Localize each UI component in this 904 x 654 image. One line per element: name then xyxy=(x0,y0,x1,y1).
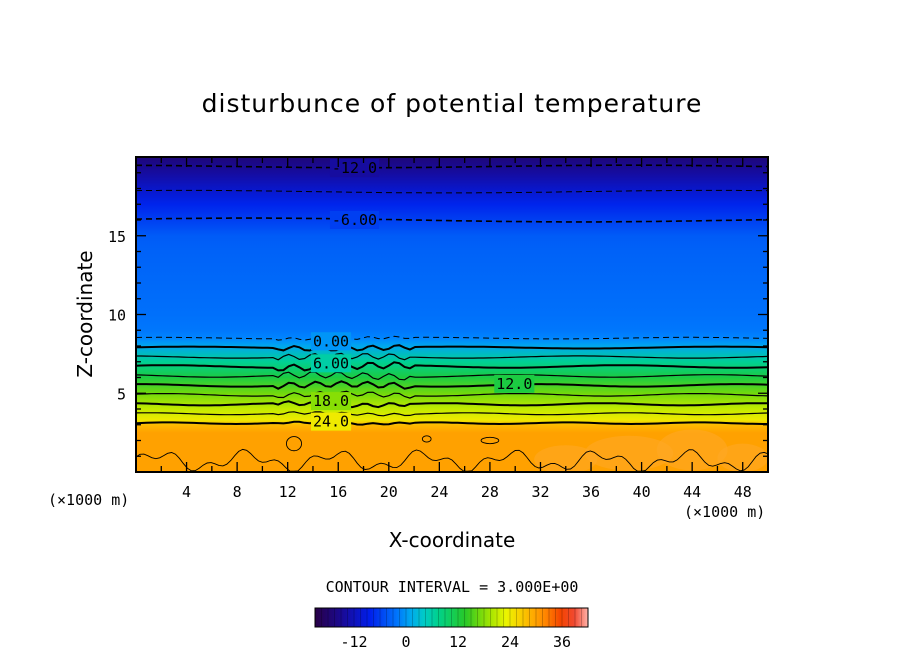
y-tick-label: 15 xyxy=(108,228,126,246)
contour-line-negative xyxy=(136,189,768,194)
contour-line xyxy=(136,352,768,361)
contour-label: 0.00 xyxy=(313,332,349,350)
y-unit-label: (×1000 m) xyxy=(48,491,129,509)
contour-line xyxy=(136,420,768,426)
warm-anomaly-patch xyxy=(534,445,598,472)
contour-label: -12.0 xyxy=(332,159,377,177)
warm-anomaly-patch xyxy=(584,435,674,471)
contour-closed-loop xyxy=(421,435,432,443)
colorbar-tick-label: 36 xyxy=(553,633,571,651)
x-tick-label: 28 xyxy=(481,483,499,501)
y-tick-label: 5 xyxy=(117,385,126,403)
contour-label-background xyxy=(329,211,380,229)
x-tick-label: 4 xyxy=(182,483,191,501)
colorbar-ticks: -12 0 12 24 36 xyxy=(340,633,571,651)
y-axis-ticks: 5 10 15 xyxy=(108,172,768,457)
colorbar-tick-label: 24 xyxy=(501,633,519,651)
x-tick-label: 8 xyxy=(233,483,242,501)
x-axis-ticks: 4 8 12 16 20 24 28 32 36 40 44 48 xyxy=(160,157,752,501)
plot-field xyxy=(136,157,768,472)
x-tick-label: 20 xyxy=(380,483,398,501)
x-tick-label: 16 xyxy=(329,483,347,501)
y-axis-label: Z-coordinate xyxy=(73,250,97,377)
contour-lines xyxy=(136,164,768,472)
colorbar-tick-label: 0 xyxy=(401,633,410,651)
contour-line xyxy=(136,390,768,399)
contour-line-negative xyxy=(136,164,768,169)
contour-closed-loop xyxy=(285,436,303,452)
contour-label: 12.0 xyxy=(496,375,532,393)
contour-label-background xyxy=(310,354,352,373)
warm-anomalies xyxy=(534,429,768,472)
contour-line-negative xyxy=(136,335,768,341)
x-tick-label: 36 xyxy=(582,483,600,501)
y-tick-label: 10 xyxy=(108,307,126,325)
contour-label: 24.0 xyxy=(313,413,349,431)
contour-line xyxy=(136,380,768,390)
contour-label-background xyxy=(310,412,352,431)
contour-interval-text: CONTOUR INTERVAL = 3.000E+00 xyxy=(326,578,579,596)
contour-line-negative xyxy=(136,217,768,223)
x-tick-label: 24 xyxy=(430,483,448,501)
x-tick-label: 48 xyxy=(734,483,752,501)
colorbar-tick-label: -12 xyxy=(340,633,367,651)
x-tick-label: 44 xyxy=(683,483,701,501)
contour-label: -6.00 xyxy=(332,211,377,229)
contour-label-background xyxy=(310,332,352,351)
contour-label-background xyxy=(310,392,352,411)
contour-line xyxy=(136,411,768,417)
contour-line xyxy=(136,400,768,409)
contour-line xyxy=(136,371,768,381)
x-tick-label: 40 xyxy=(633,483,651,501)
contour-label: 6.00 xyxy=(313,354,349,372)
contour-closed-loop xyxy=(480,436,500,445)
x-axis-label: X-coordinate xyxy=(389,528,516,552)
x-tick-label: 12 xyxy=(279,483,297,501)
contour-label-background xyxy=(494,374,535,393)
x-unit-label: (×1000 m) xyxy=(684,503,765,521)
contour-line-surface xyxy=(136,448,768,472)
colorbar-tick-label: 12 xyxy=(449,633,467,651)
x-tick-label: 32 xyxy=(531,483,549,501)
contour-label-background xyxy=(329,159,380,178)
contour-label: 18.0 xyxy=(313,392,349,410)
contour-line xyxy=(136,361,768,372)
chart-title: disturbunce of potential temperature xyxy=(202,89,703,118)
colorbar-segments xyxy=(321,608,582,627)
contour-line xyxy=(136,344,768,352)
contour-labels: -12.0 -6.00 0.00 6.00 12.0 18.0 24.0 xyxy=(310,159,535,431)
